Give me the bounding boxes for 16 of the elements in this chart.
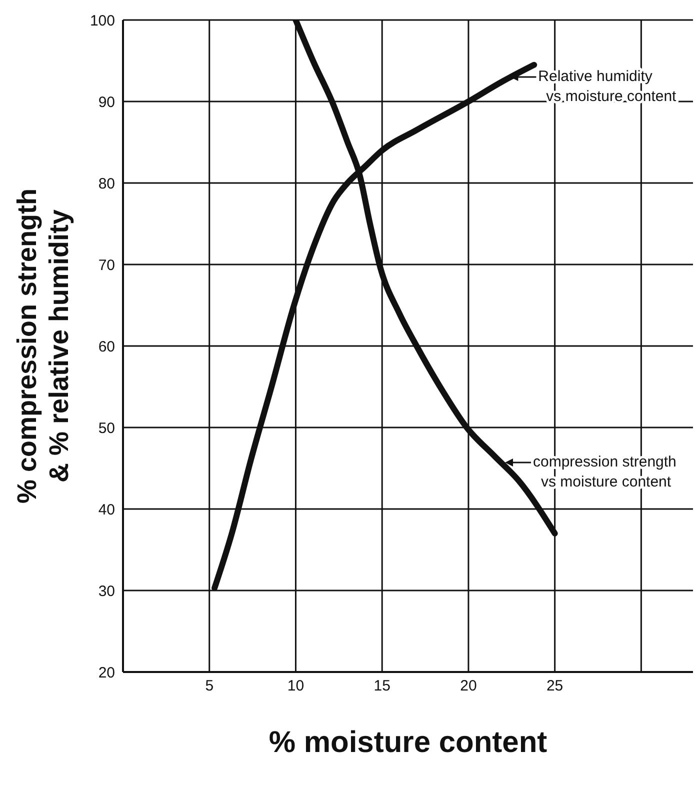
y-tick-label: 70 — [98, 256, 115, 274]
x-tick-label: 25 — [546, 678, 564, 695]
x-tick-label: 10 — [287, 678, 304, 695]
x-tick-label: 20 — [460, 678, 477, 695]
y-tick-label: 20 — [98, 664, 115, 682]
y-axis-title: % compression strength & % relative humidity — [12, 188, 74, 504]
x-axis-title: % moisture content — [268, 726, 548, 759]
x-tick-label: 5 — [205, 678, 214, 695]
y-tick-label: 80 — [98, 175, 115, 192]
y-tick-label: 50 — [98, 420, 115, 437]
y-tick-label: 30 — [98, 582, 115, 600]
y-tick-label: 100 — [90, 12, 115, 30]
y-tick-label: 90 — [98, 94, 115, 111]
x-tick-label: 15 — [374, 678, 390, 695]
y-tick-label: 40 — [98, 501, 115, 518]
y-tick-label: 60 — [98, 338, 115, 356]
